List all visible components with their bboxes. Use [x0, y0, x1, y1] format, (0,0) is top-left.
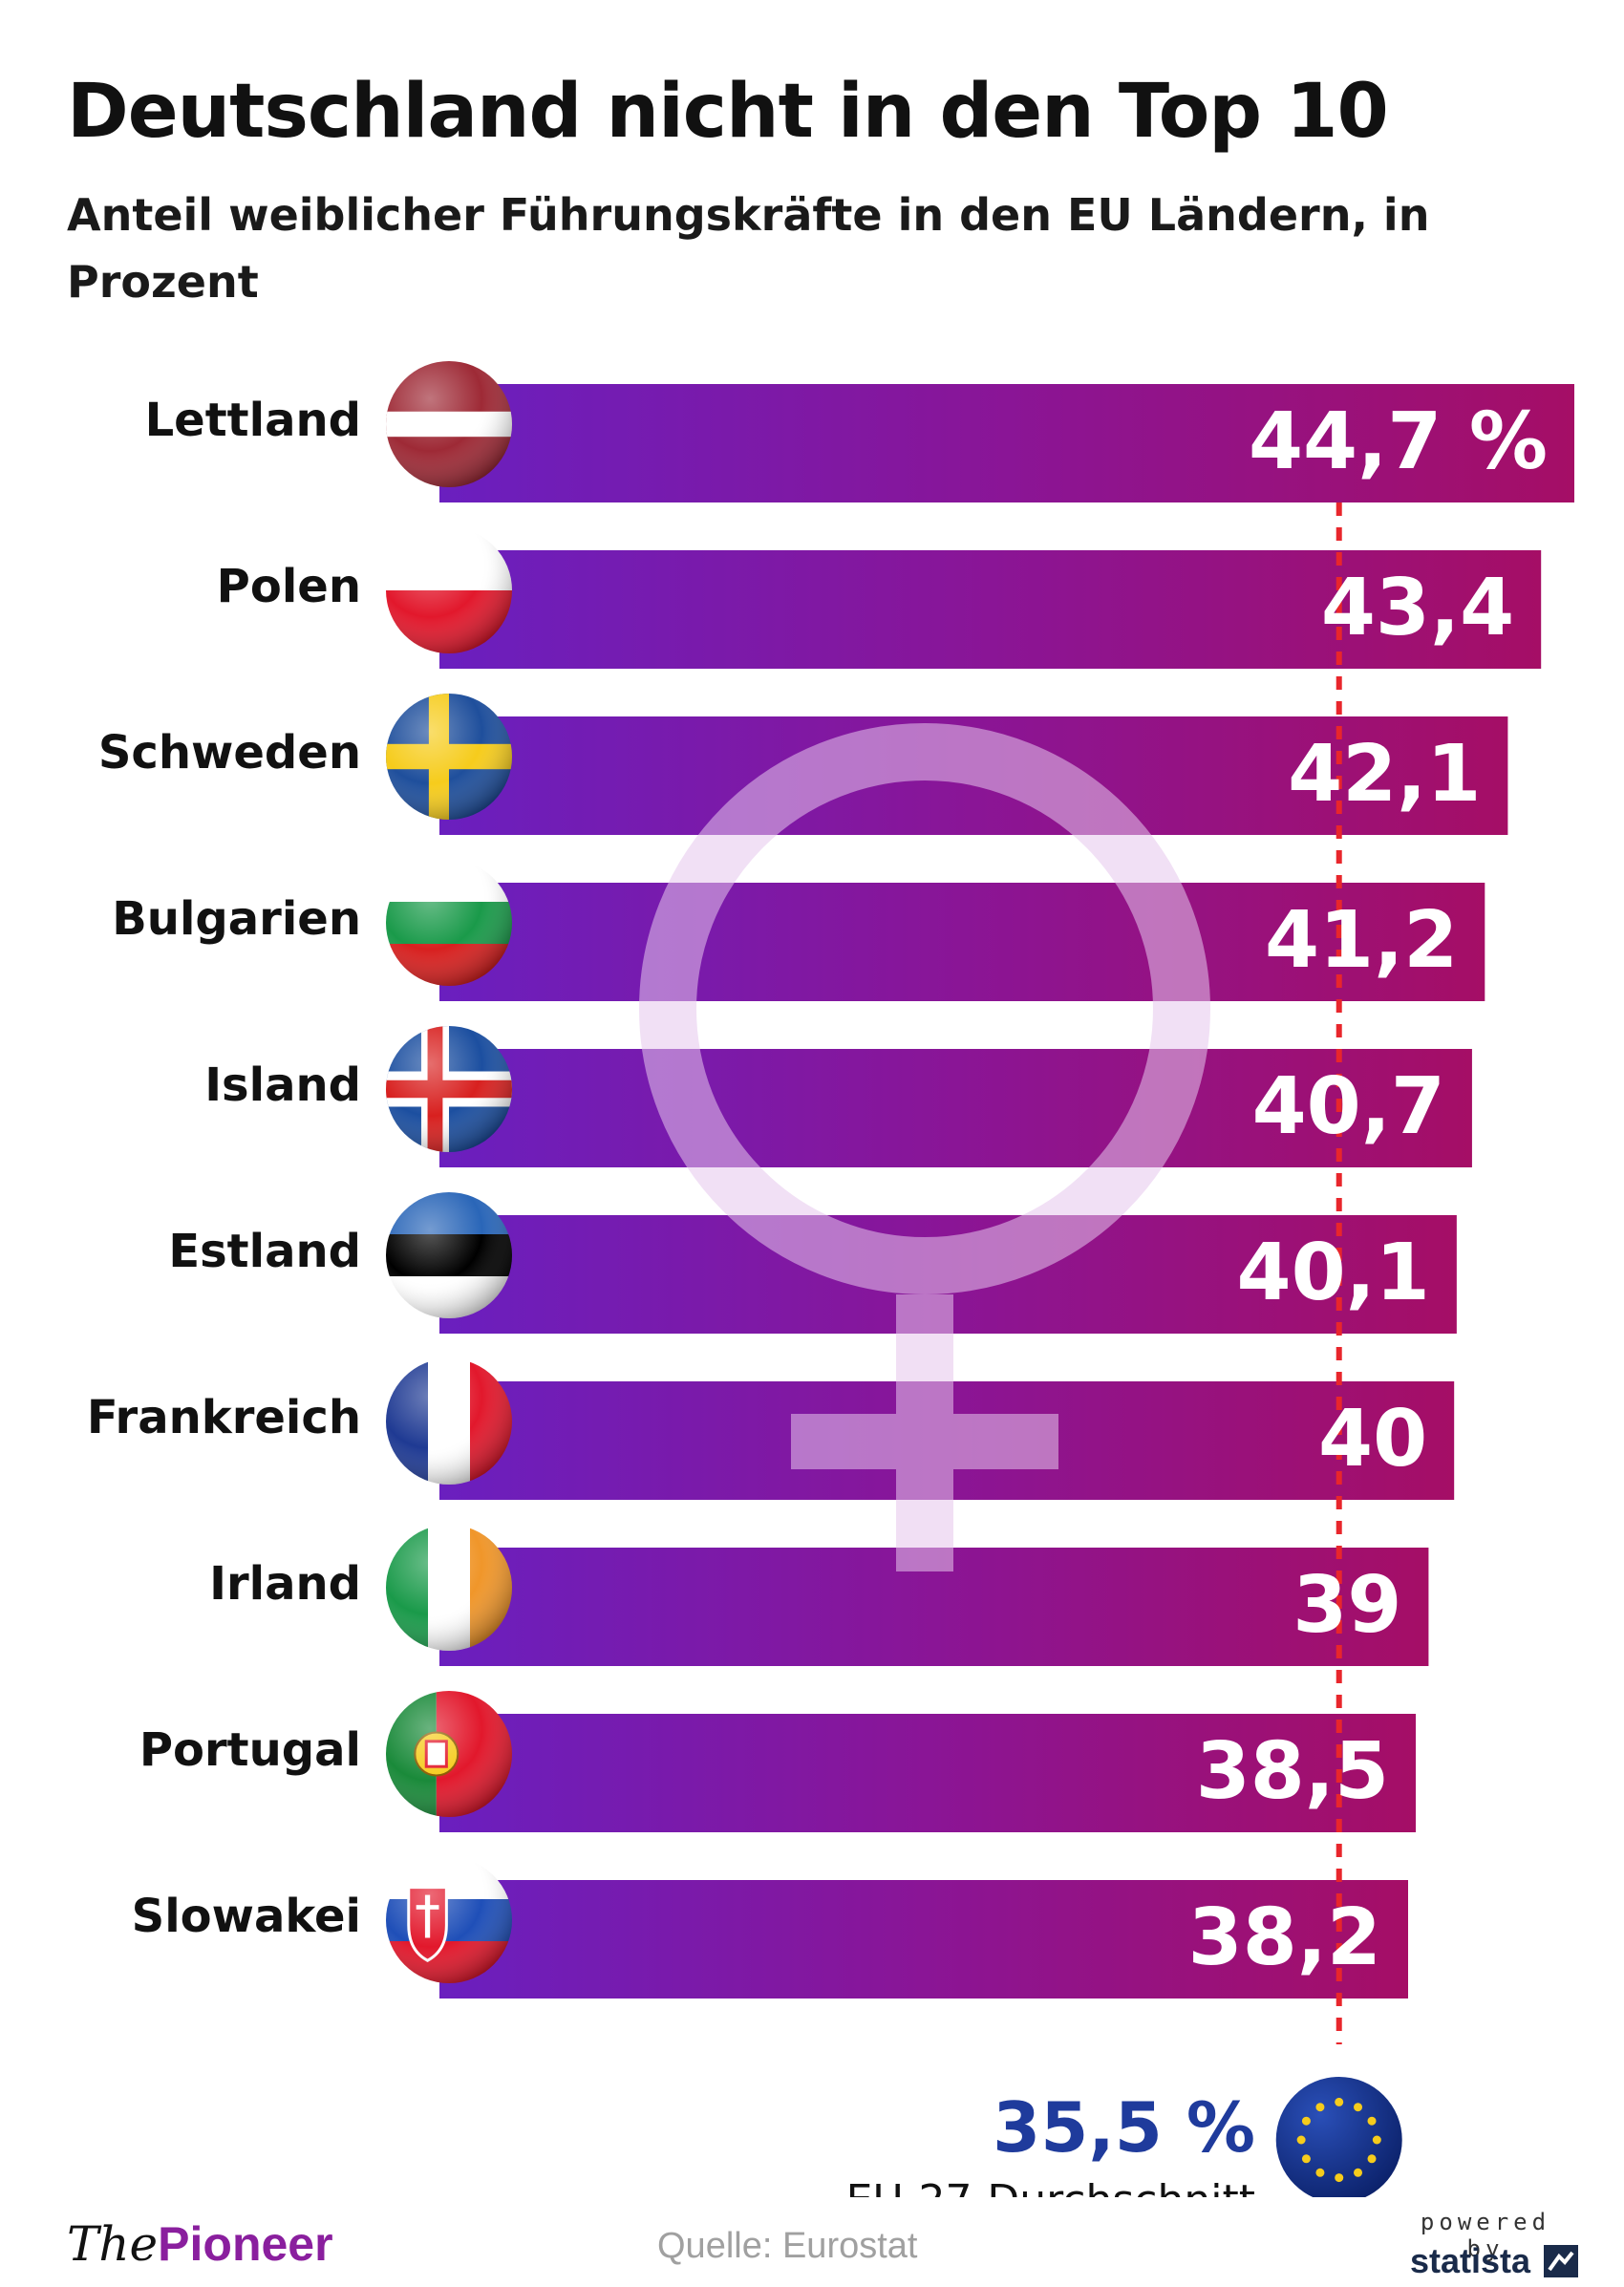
category-label-portugal: Portugal: [139, 1723, 361, 1777]
brand-prefix: The: [67, 2216, 159, 2272]
value-label-portugal: 38,5: [1196, 1726, 1389, 1817]
powered-by-label: powered by: [1420, 2209, 1551, 2262]
bar-island: [439, 1049, 1472, 1167]
flag-irland-icon: [386, 1525, 512, 1651]
chart-subtitle: Anteil weiblicher Führungskräfte in den …: [67, 189, 1430, 308]
value-label-schweden: 42,1: [1288, 729, 1481, 820]
statista-logo-icon: [1544, 2245, 1578, 2277]
bar-portugal: [439, 1714, 1417, 1832]
chart-title: Deutschland nicht in den Top 10: [67, 69, 1389, 155]
category-label-lettland: Lettland: [145, 394, 361, 447]
flag-bulgarien-icon: [386, 860, 512, 986]
bar-chart: 44,7 % Lettland 43,4 Polen 42,1 Schweden 41,2 B…: [87, 361, 1574, 2197]
bar-lettland: [439, 384, 1574, 502]
category-label-bulgarien: Bulgarien: [112, 892, 361, 946]
eu-average-label: EU-27-Durchschnitt: [846, 2176, 1255, 2197]
flag-portugal-icon: [386, 1691, 512, 1817]
eu-average-value: 35,5 %: [993, 2087, 1255, 2168]
flag-lettland-icon: [386, 361, 512, 487]
bar-slowakei: [439, 1880, 1408, 1998]
flag-slowakei-icon: [386, 1857, 512, 1983]
category-label-polen: Polen: [217, 560, 361, 613]
eu-flag-icon: [1275, 2077, 1402, 2197]
value-label-island: 40,7: [1252, 1061, 1445, 1152]
value-label-estland: 40,1: [1237, 1228, 1430, 1318]
brand-name: Pioneer: [158, 2217, 333, 2271]
value-label-frankreich: 40: [1318, 1394, 1427, 1485]
statista-label: statista: [1410, 2241, 1531, 2280]
flag-schweden-icon: [386, 694, 512, 820]
value-label-bulgarien: 41,2: [1265, 895, 1458, 986]
value-label-irland: 39: [1293, 1560, 1401, 1651]
value-label-polen: 43,4: [1321, 563, 1514, 653]
flag-island-icon: [386, 1026, 512, 1152]
bar-bulgarien: [439, 883, 1485, 1001]
source-note: Quelle: Eurostat: [657, 2226, 918, 2266]
bar-polen: [439, 550, 1542, 669]
flag-frankreich-icon: [386, 1358, 512, 1485]
category-label-slowakei: Slowakei: [132, 1890, 361, 1943]
female-symbol-icon: [639, 723, 1210, 1571]
category-label-island: Island: [204, 1058, 361, 1112]
value-label-slowakei: 38,2: [1188, 1892, 1381, 1983]
category-label-irland: Irland: [209, 1557, 361, 1611]
flag-estland-icon: [386, 1192, 512, 1318]
brand-logo: ThePioneer: [67, 2216, 333, 2272]
value-label-lettland: 44,7 %: [1249, 396, 1548, 487]
category-label-frankreich: Frankreich: [87, 1391, 361, 1444]
category-label-estland: Estland: [168, 1225, 361, 1278]
category-label-schweden: Schweden: [98, 726, 361, 780]
flag-polen-icon: [386, 527, 512, 653]
